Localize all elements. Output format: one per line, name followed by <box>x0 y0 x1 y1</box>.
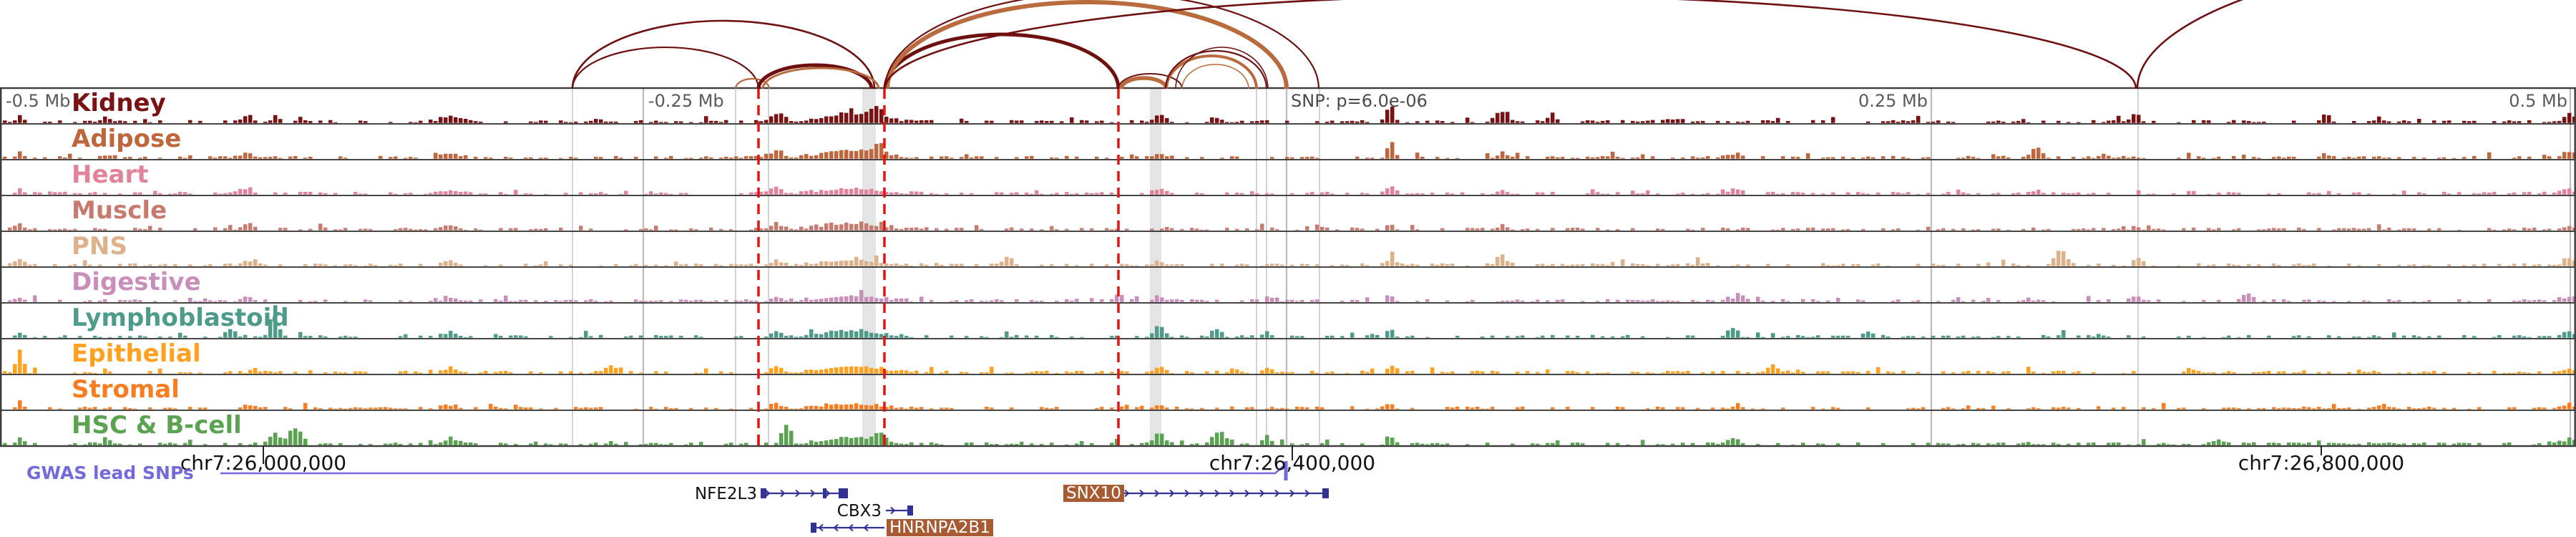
signal-heart <box>13 186 2576 195</box>
gene-exon-SNX10 <box>1322 488 1329 498</box>
ruler-label-minus-0.5mb: -0.5 Mb <box>6 91 71 111</box>
gene-strand-arrow <box>1214 489 1220 498</box>
coordinate-label-26000000: chr7:26,000,000 <box>180 451 347 475</box>
gene-strand-arrow <box>890 506 896 515</box>
red-dashed-line-end <box>1117 435 1120 445</box>
gene-strand-arrow <box>1229 489 1235 498</box>
gene-strand-arrow <box>765 489 771 498</box>
red-dashed-line-end <box>883 435 886 445</box>
gene-strand-arrow <box>863 523 869 532</box>
track-label-pns: PNS <box>72 232 127 261</box>
coordinate-label-26400000: chr7:26,400,000 <box>1209 451 1376 475</box>
interaction-arc <box>884 0 2137 90</box>
signal-digestive <box>8 290 2576 302</box>
gene-label-snx10: SNX10 <box>1063 485 1124 502</box>
gene-strand-arrow <box>1139 489 1145 498</box>
interaction-arc <box>734 77 771 90</box>
gene-strand-arrow <box>825 489 831 498</box>
coordinate-label-26800000: chr7:26,800,000 <box>2238 451 2405 475</box>
gene-strand-arrow <box>795 489 801 498</box>
gene-exon-HNRNPA2B1 <box>811 523 816 533</box>
interaction-arc <box>1165 54 1258 90</box>
gene-strand-arrow <box>818 523 824 532</box>
track-label-heart: Heart <box>72 160 149 189</box>
gene-exon-NFE2L3 <box>839 488 848 498</box>
gene-strand-arrow <box>1274 489 1280 498</box>
gene-exon-NFE2L3 <box>823 488 826 498</box>
gene-strand-arrow <box>1289 489 1295 498</box>
gene-label-nfe2l3: NFE2L3 <box>694 485 757 503</box>
track-label-hsc-bcell: HSC & B-cell <box>72 411 242 440</box>
interaction-arc <box>761 67 880 90</box>
gene-strand-arrow <box>1259 489 1265 498</box>
gwas-snp-tick <box>1284 461 1288 480</box>
gene-strand-arrow <box>1124 489 1130 498</box>
gene-strand-arrow <box>1169 489 1175 498</box>
interaction-arc <box>1181 64 1249 90</box>
signal-pns <box>8 251 2576 266</box>
ruler-label-minus-0.25mb: -0.25 Mb <box>648 91 724 111</box>
track-label-epithelial: Epithelial <box>72 339 201 368</box>
signal-kidney <box>3 106 2576 123</box>
interaction-arc <box>756 63 874 90</box>
interaction-arc <box>1175 47 1269 90</box>
track-label-adipose: Adipose <box>72 125 182 153</box>
gwas-connector-line <box>220 463 1287 475</box>
gene-strand-arrow <box>1199 489 1205 498</box>
gene-exon-NFE2L3 <box>761 488 766 498</box>
gene-strand-arrow <box>848 523 854 532</box>
interaction-arc <box>571 46 760 90</box>
interaction-arc <box>571 19 876 90</box>
gene-strand-arrow <box>810 489 816 498</box>
signal-lymphoblastoid <box>13 305 2576 338</box>
gene-strand-arrow <box>1154 489 1160 498</box>
gene-strand-arrow <box>1184 489 1190 498</box>
gene-strand-arrow <box>780 489 786 498</box>
gene-strand-arrow <box>1304 489 1310 498</box>
signal-epithelial <box>3 349 2576 374</box>
track-label-lymphoblastoid: Lymphoblastoid <box>72 304 289 332</box>
track-label-stromal: Stromal <box>72 375 180 404</box>
interaction-arc <box>1119 76 1169 90</box>
signal-hsc-b-cell <box>3 425 2576 445</box>
track-label-digestive: Digestive <box>72 268 201 296</box>
ruler-label-plus-0.25mb: 0.25 Mb <box>1858 91 1928 111</box>
interaction-arc <box>1118 73 1183 90</box>
gene-exon-CBX3 <box>907 505 913 516</box>
interaction-arc <box>1164 49 1268 90</box>
gwas-lead-snps-label: GWAS lead SNPs <box>26 463 194 483</box>
interaction-arc <box>885 0 1289 90</box>
snp-pvalue-label: SNP: p=6.0e-06 <box>1291 91 1428 111</box>
gene-strand-arrow <box>1244 489 1250 498</box>
interaction-arc <box>884 0 1320 90</box>
interaction-arc <box>2136 0 2244 90</box>
ruler-label-plus-0.5mb: 0.5 Mb <box>2509 91 2567 111</box>
gene-label-cbx3: CBX3 <box>836 502 882 521</box>
red-dashed-line-end <box>757 435 760 445</box>
signal-adipose <box>3 142 2576 159</box>
gene-label-hnrnpa2b1: HNRNPA2B1 <box>887 519 993 536</box>
signal-stromal <box>13 400 2576 410</box>
gene-strand-arrow <box>833 523 839 532</box>
signal-muscle <box>8 221 2576 231</box>
track-label-muscle: Muscle <box>72 196 167 225</box>
track-label-kidney: Kidney <box>72 89 166 117</box>
